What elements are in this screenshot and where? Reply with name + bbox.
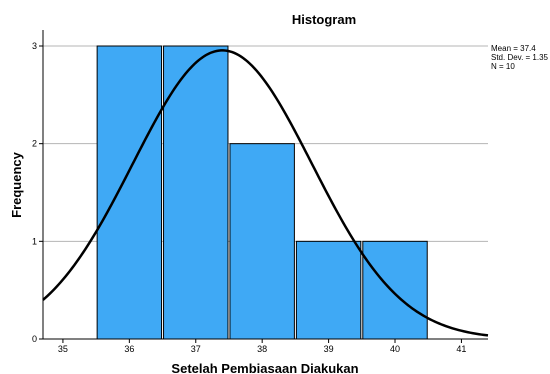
stats-std-dev: Std. Dev. = 1.35 bbox=[491, 53, 549, 62]
histogram-bar bbox=[229, 143, 295, 340]
x-axis-label: Setelah Pembiasaan Diakukan bbox=[171, 361, 358, 374]
y-tick-label: 0 bbox=[32, 334, 37, 344]
histogram-bar bbox=[163, 45, 229, 340]
y-tick-label: 3 bbox=[32, 41, 37, 51]
x-tick-label: 35 bbox=[58, 344, 68, 354]
x-tick-label: 41 bbox=[456, 344, 466, 354]
stats-box: Mean = 37.4 Std. Dev. = 1.35 N = 10 bbox=[491, 44, 549, 71]
histogram-bar bbox=[295, 240, 362, 340]
x-tick-label: 37 bbox=[191, 344, 201, 354]
histogram-bar bbox=[96, 45, 163, 340]
x-tick-label: 36 bbox=[124, 344, 134, 354]
x-tick-label: 38 bbox=[257, 344, 267, 354]
y-tick-label: 2 bbox=[32, 139, 37, 149]
stats-n: N = 10 bbox=[491, 62, 515, 71]
chart-title: Histogram bbox=[292, 12, 356, 27]
y-tick-labels: 0 1 2 3 bbox=[32, 41, 43, 344]
histogram-bar bbox=[362, 240, 428, 340]
bars bbox=[96, 45, 428, 340]
y-tick-label: 1 bbox=[32, 236, 37, 246]
x-tick-label: 40 bbox=[390, 344, 400, 354]
normal-curve-line bbox=[42, 49, 489, 337]
stats-mean: Mean = 37.4 bbox=[491, 44, 536, 53]
normal-curve bbox=[42, 49, 489, 337]
x-tick-label: 39 bbox=[324, 344, 334, 354]
y-axis-label: Frequency bbox=[9, 151, 24, 218]
x-tick-labels: 35 36 37 38 39 40 41 bbox=[58, 339, 466, 354]
axes bbox=[42, 30, 488, 340]
